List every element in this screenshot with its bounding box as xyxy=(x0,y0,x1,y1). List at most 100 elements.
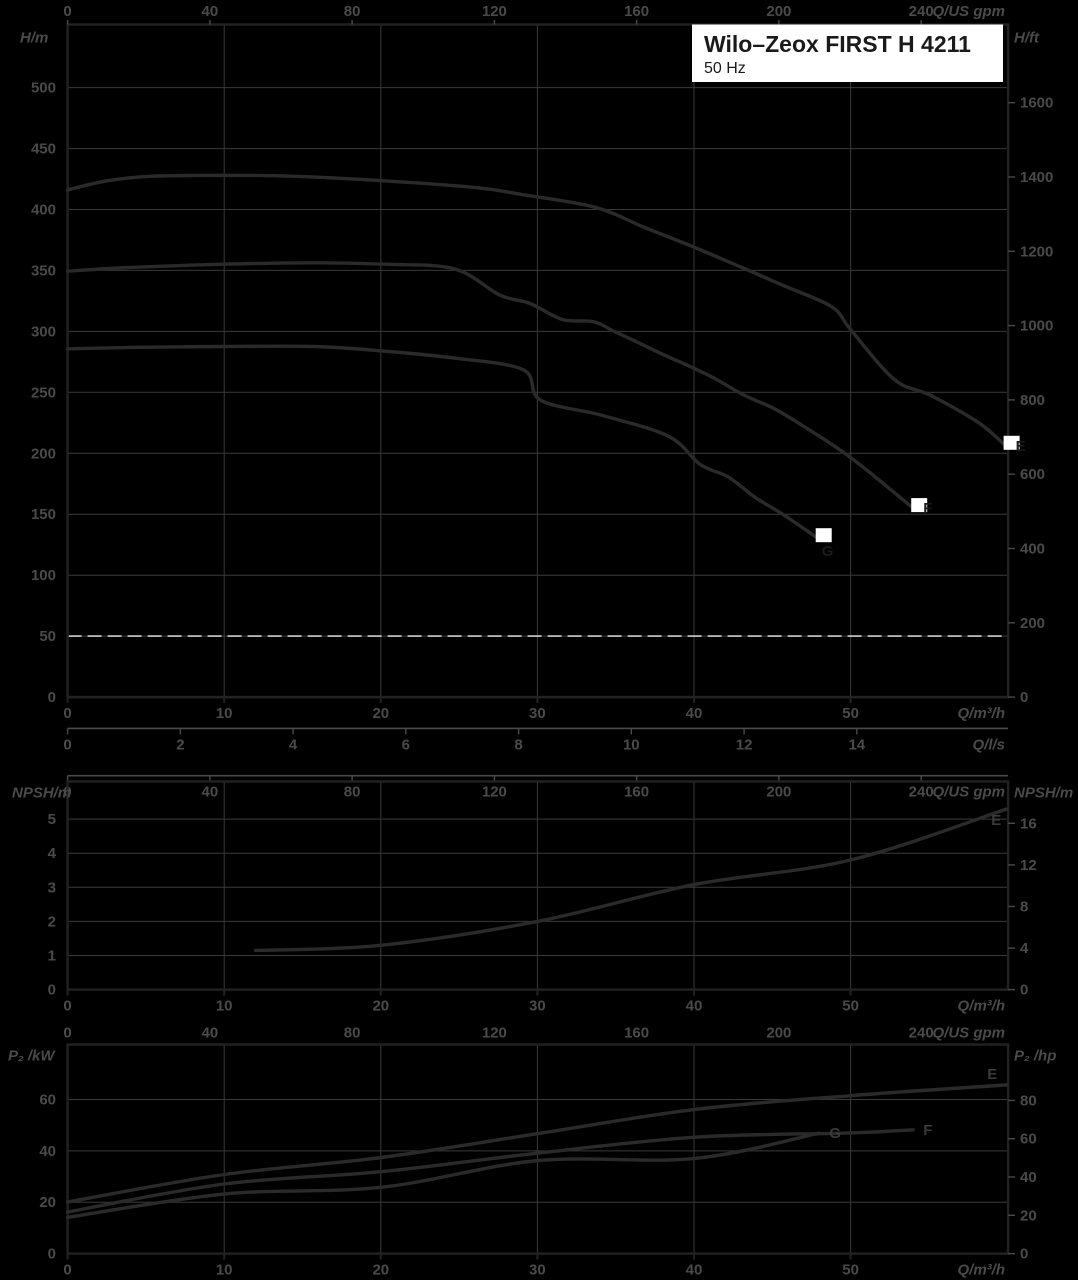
svg-text:40: 40 xyxy=(39,1143,56,1160)
svg-text:200: 200 xyxy=(766,1025,791,1042)
svg-text:400: 400 xyxy=(1020,541,1045,558)
svg-text:50: 50 xyxy=(842,998,859,1015)
svg-text:10: 10 xyxy=(623,736,640,753)
svg-text:Q/m³/h: Q/m³/h xyxy=(958,1262,1006,1279)
svg-text:240: 240 xyxy=(909,3,934,20)
svg-text:300: 300 xyxy=(31,323,56,340)
svg-text:Wilo–Zeox FIRST H 4211: Wilo–Zeox FIRST H 4211 xyxy=(704,31,971,57)
svg-text:4: 4 xyxy=(289,736,298,753)
svg-text:16: 16 xyxy=(1020,815,1037,832)
svg-text:30: 30 xyxy=(529,998,546,1015)
svg-text:2: 2 xyxy=(48,913,56,930)
svg-text:40: 40 xyxy=(202,3,219,20)
svg-text:10: 10 xyxy=(216,1262,233,1279)
svg-text:160: 160 xyxy=(624,3,649,20)
svg-text:E: E xyxy=(991,812,1001,829)
svg-text:20: 20 xyxy=(372,1262,389,1279)
svg-text:500: 500 xyxy=(31,80,56,97)
svg-text:20: 20 xyxy=(372,705,389,722)
svg-text:F: F xyxy=(923,500,932,517)
svg-text:0: 0 xyxy=(1020,1246,1028,1263)
svg-text:0: 0 xyxy=(63,1025,71,1042)
svg-text:1200: 1200 xyxy=(1020,243,1053,260)
svg-text:40: 40 xyxy=(686,1262,703,1279)
svg-text:40: 40 xyxy=(686,998,703,1015)
svg-text:30: 30 xyxy=(529,705,546,722)
svg-text:50: 50 xyxy=(39,628,56,645)
svg-text:800: 800 xyxy=(1020,392,1045,409)
svg-text:5: 5 xyxy=(48,811,56,828)
svg-text:160: 160 xyxy=(624,1025,649,1042)
svg-text:12: 12 xyxy=(736,736,753,753)
svg-text:100: 100 xyxy=(31,567,56,584)
svg-text:3: 3 xyxy=(48,879,56,896)
svg-text:12: 12 xyxy=(1020,857,1037,874)
svg-text:60: 60 xyxy=(1020,1131,1037,1148)
svg-text:200: 200 xyxy=(766,784,791,801)
svg-text:Q/US gpm: Q/US gpm xyxy=(932,1025,1005,1042)
svg-text:50: 50 xyxy=(842,705,859,722)
svg-text:200: 200 xyxy=(1020,615,1045,632)
svg-text:F: F xyxy=(923,1122,932,1139)
svg-text:0: 0 xyxy=(63,998,71,1015)
svg-text:6: 6 xyxy=(402,736,410,753)
svg-text:E: E xyxy=(987,1066,997,1083)
svg-text:0: 0 xyxy=(48,1246,56,1263)
svg-text:600: 600 xyxy=(1020,466,1045,483)
svg-text:0: 0 xyxy=(63,1262,71,1279)
svg-text:200: 200 xyxy=(31,445,56,462)
svg-text:0: 0 xyxy=(48,982,56,999)
svg-text:350: 350 xyxy=(31,262,56,279)
svg-text:H/ft: H/ft xyxy=(1014,30,1040,47)
svg-text:80: 80 xyxy=(344,3,361,20)
svg-text:60: 60 xyxy=(39,1092,56,1109)
svg-text:20: 20 xyxy=(39,1194,56,1211)
svg-text:1400: 1400 xyxy=(1020,169,1053,186)
svg-text:40: 40 xyxy=(202,784,219,801)
svg-text:Q/l/s: Q/l/s xyxy=(972,736,1005,753)
svg-text:80: 80 xyxy=(1020,1092,1037,1109)
svg-text:8: 8 xyxy=(1020,899,1028,916)
svg-text:40: 40 xyxy=(202,1025,219,1042)
svg-text:NPSH/m: NPSH/m xyxy=(12,785,71,802)
svg-text:50: 50 xyxy=(842,1262,859,1279)
svg-text:G: G xyxy=(822,543,834,560)
svg-text:10: 10 xyxy=(216,705,233,722)
svg-text:14: 14 xyxy=(848,736,865,753)
svg-text:50 Hz: 50 Hz xyxy=(704,60,746,77)
svg-text:0: 0 xyxy=(63,3,71,20)
svg-text:240: 240 xyxy=(909,784,934,801)
svg-text:0: 0 xyxy=(1020,689,1028,706)
svg-text:1000: 1000 xyxy=(1020,318,1053,335)
svg-text:120: 120 xyxy=(482,1025,507,1042)
svg-text:2: 2 xyxy=(176,736,184,753)
svg-text:30: 30 xyxy=(529,1262,546,1279)
svg-text:4: 4 xyxy=(1020,940,1029,957)
svg-text:120: 120 xyxy=(482,784,507,801)
svg-text:Q/m³/h: Q/m³/h xyxy=(958,998,1006,1015)
svg-text:P₂ /hp: P₂ /hp xyxy=(1014,1048,1056,1065)
svg-text:G: G xyxy=(829,1125,841,1142)
svg-text:40: 40 xyxy=(686,705,703,722)
svg-text:0: 0 xyxy=(48,689,56,706)
svg-text:80: 80 xyxy=(344,784,361,801)
svg-text:20: 20 xyxy=(372,998,389,1015)
svg-text:H/m: H/m xyxy=(20,30,48,47)
svg-text:P₂ /kW: P₂ /kW xyxy=(8,1048,56,1065)
svg-text:20: 20 xyxy=(1020,1207,1037,1224)
svg-text:250: 250 xyxy=(31,384,56,401)
svg-text:NPSH/m: NPSH/m xyxy=(1014,785,1073,802)
svg-text:200: 200 xyxy=(766,3,791,20)
svg-text:10: 10 xyxy=(216,998,233,1015)
svg-text:240: 240 xyxy=(909,1025,934,1042)
svg-text:Q/m³/h: Q/m³/h xyxy=(958,705,1006,722)
svg-text:E: E xyxy=(1016,438,1026,455)
svg-text:400: 400 xyxy=(31,202,56,219)
svg-text:150: 150 xyxy=(31,506,56,523)
svg-text:Q/US gpm: Q/US gpm xyxy=(932,784,1005,801)
svg-text:80: 80 xyxy=(344,1025,361,1042)
svg-text:8: 8 xyxy=(514,736,522,753)
svg-text:1600: 1600 xyxy=(1020,95,1053,112)
svg-text:Q/US gpm: Q/US gpm xyxy=(932,3,1005,20)
svg-text:0: 0 xyxy=(1020,982,1028,999)
